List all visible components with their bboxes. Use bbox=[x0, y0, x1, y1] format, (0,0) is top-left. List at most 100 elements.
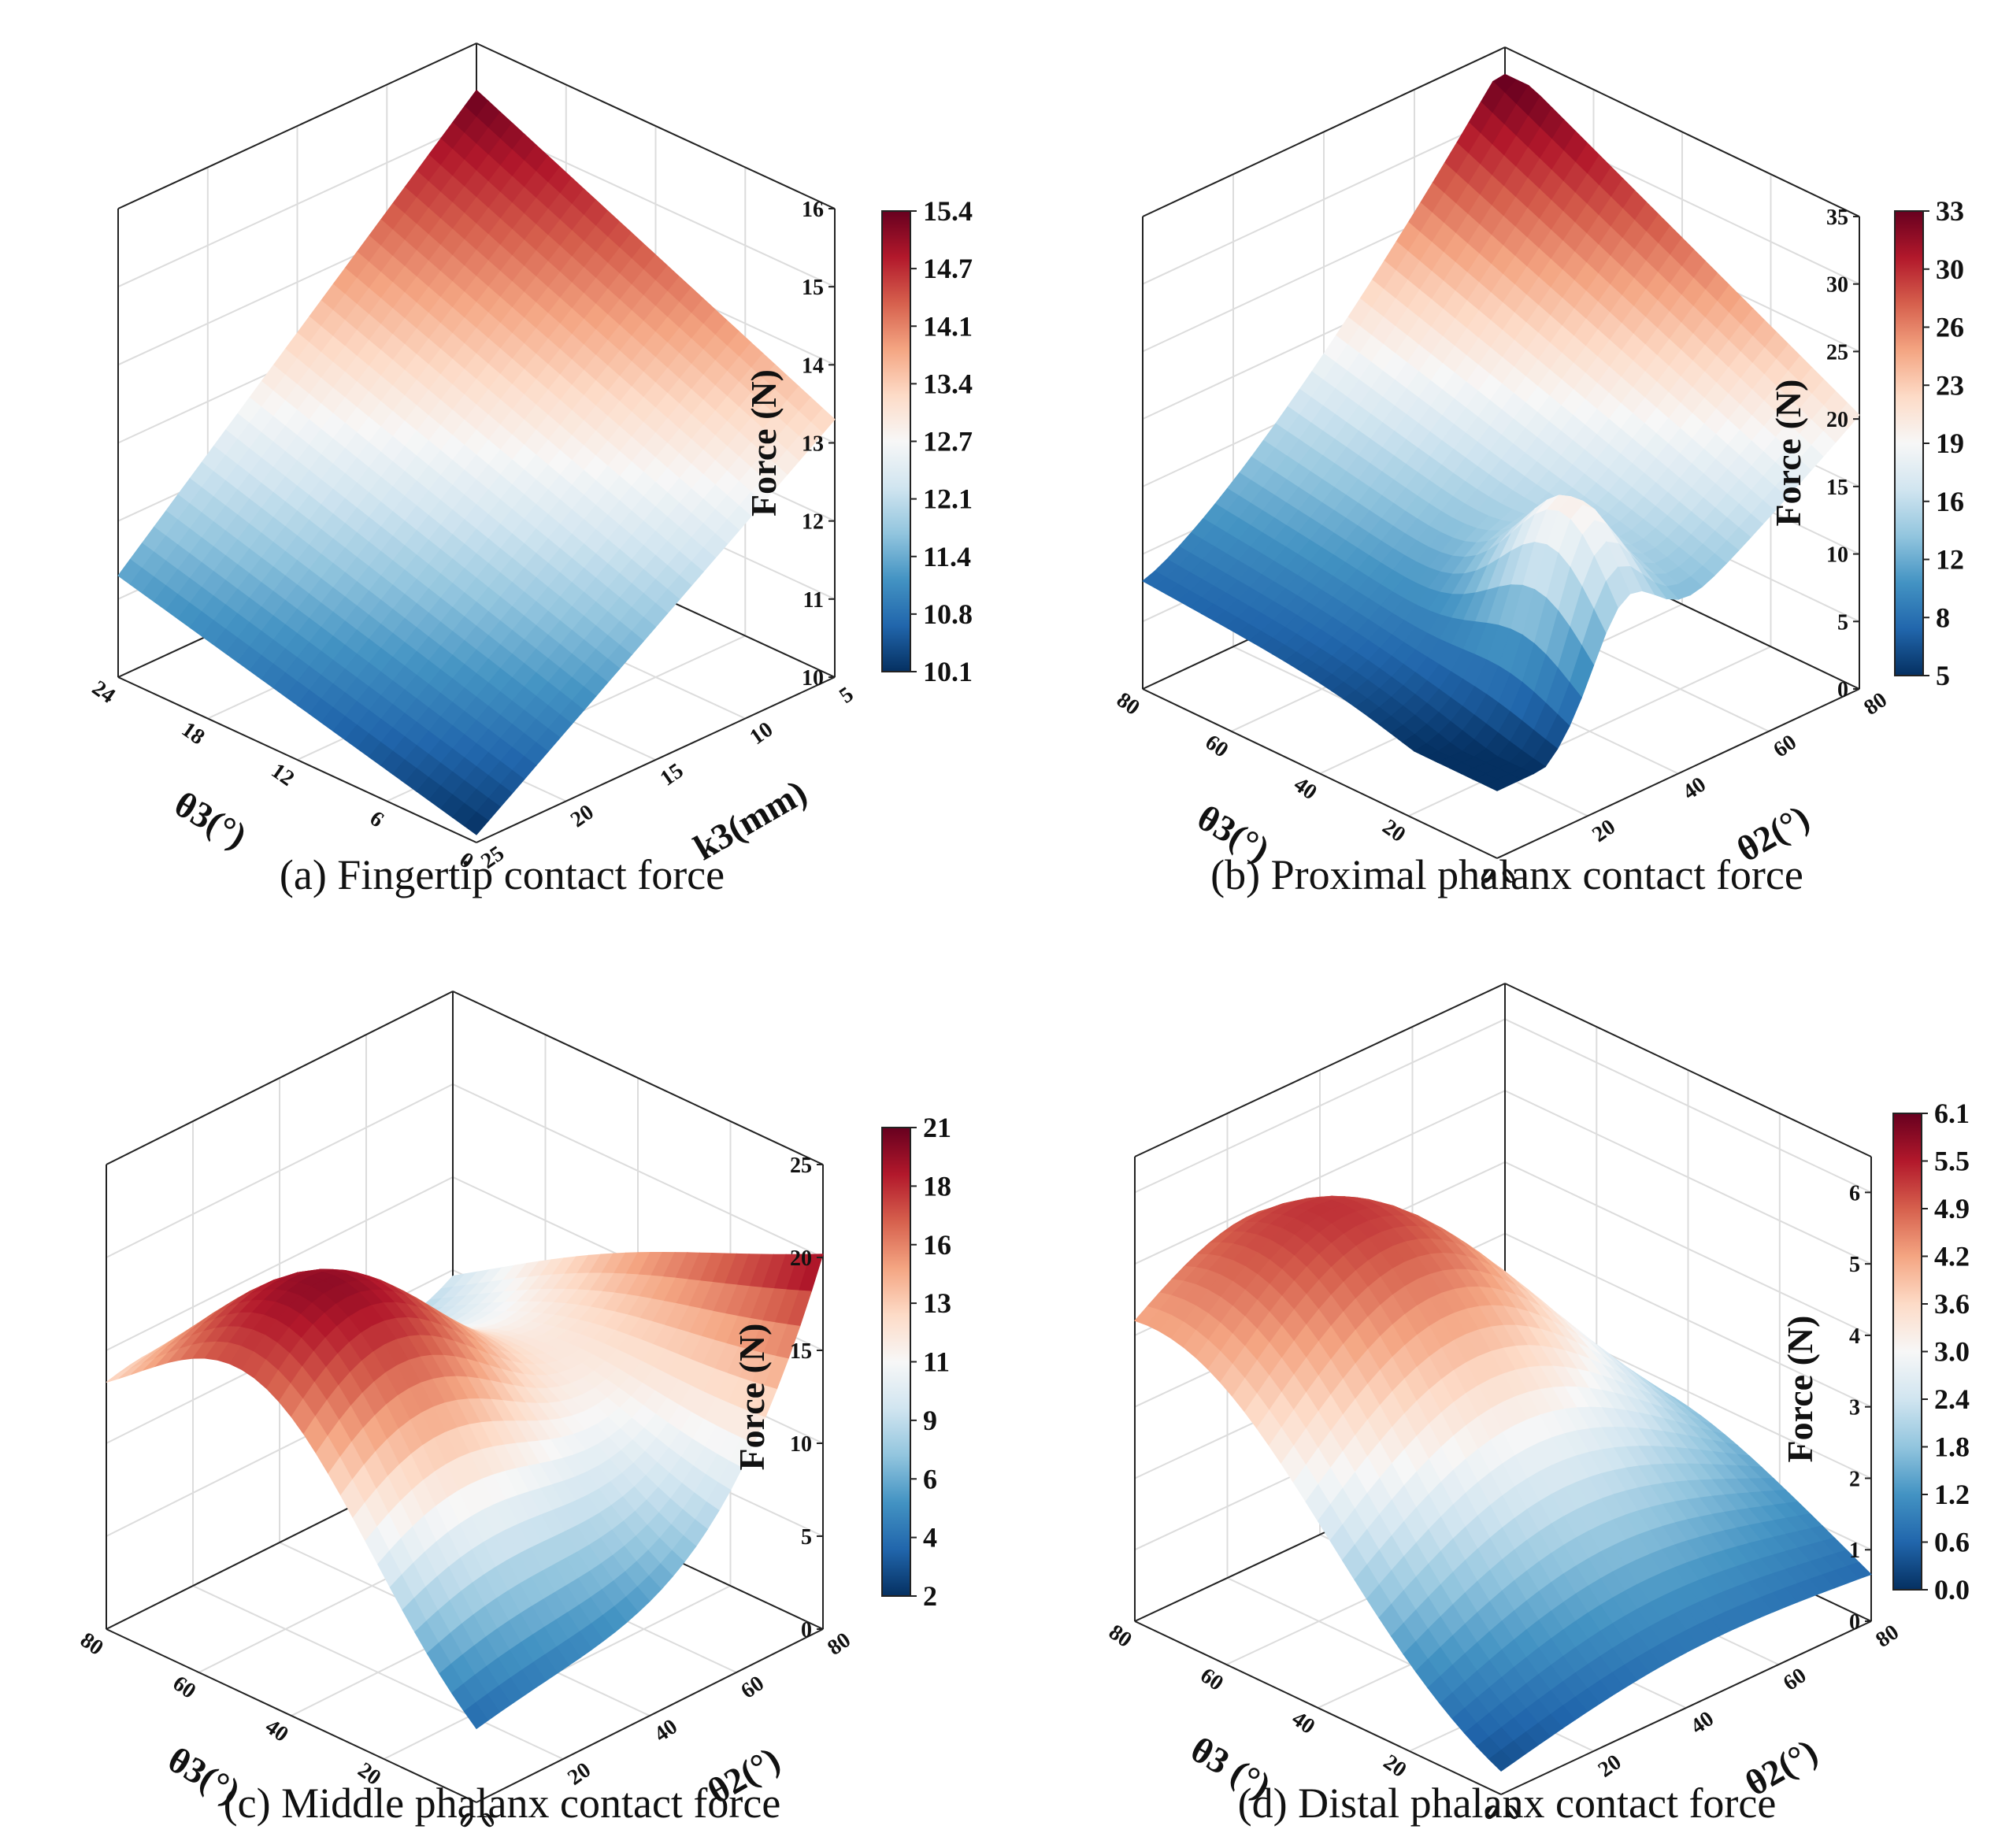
z-tick-label: 35 bbox=[1826, 206, 1848, 230]
colorbar-tick-label: 16 bbox=[1936, 486, 1964, 517]
colorbar-tick-label: 30 bbox=[1936, 254, 1964, 285]
colorbar-tick-label: 0.6 bbox=[1934, 1527, 1970, 1558]
colorbar-tick-label: 10.1 bbox=[923, 656, 973, 687]
x-tick-label: 6 bbox=[365, 806, 388, 832]
surface-patch bbox=[1488, 1750, 1514, 1772]
colorbar-gradient bbox=[881, 1127, 911, 1597]
y-tick-label: 80 bbox=[823, 1628, 855, 1660]
x-tick-label: 18 bbox=[177, 717, 209, 750]
z-tick-label: 1 bbox=[1849, 1539, 1860, 1563]
axis-edge bbox=[1504, 46, 1860, 217]
colorbar-tick-label: 3.6 bbox=[1934, 1288, 1970, 1320]
caption-b: (b) Proximal phalanx contact force bbox=[1210, 851, 1803, 898]
z-tick-label: 5 bbox=[1837, 610, 1848, 635]
colorbar-gradient bbox=[881, 210, 911, 672]
colorbar-tick-label: 5.5 bbox=[1934, 1146, 1970, 1177]
z-tick-label: 3 bbox=[1849, 1396, 1860, 1420]
colorbar-tick-label: 6 bbox=[923, 1463, 937, 1494]
y-tick-label: 20 bbox=[1588, 815, 1620, 847]
colorbar-tick-label: 1.2 bbox=[1934, 1479, 1970, 1510]
z-tick-label: 14 bbox=[802, 354, 824, 378]
y-tick-label: 5 bbox=[835, 682, 858, 708]
axis-edge bbox=[1142, 46, 1506, 217]
axis-edge bbox=[476, 1628, 824, 1803]
colorbar-tick-label: 23 bbox=[1936, 369, 1964, 401]
caption-d: (d) Distal phalanx contact force bbox=[1237, 1779, 1777, 1827]
y-tick-label: 20 bbox=[1594, 1750, 1626, 1782]
axis-edge bbox=[106, 1628, 477, 1803]
colorbar-tick-label: 4.9 bbox=[1934, 1193, 1970, 1224]
colorbar-tick-label: 13.4 bbox=[923, 368, 973, 399]
colorbar-tick-label: 16 bbox=[923, 1229, 951, 1261]
z-tick-label: 6 bbox=[1849, 1181, 1860, 1205]
z-tick-label: 10 bbox=[802, 666, 824, 691]
x-tick-label: 80 bbox=[1112, 687, 1144, 720]
z-tick-label: 25 bbox=[790, 1154, 812, 1178]
colorbar-tick-label: 15.4 bbox=[923, 195, 973, 227]
z-tick-label: 13 bbox=[802, 432, 824, 457]
z-tick-label: 15 bbox=[790, 1339, 812, 1364]
z-axis-label: Force (N) bbox=[1780, 1316, 1820, 1463]
colorbar-gradient bbox=[1892, 1113, 1922, 1591]
colorbar-tick-label: 10.8 bbox=[923, 598, 973, 630]
axis-edge bbox=[1134, 983, 1506, 1157]
x-tick-label: 40 bbox=[261, 1714, 293, 1746]
colorbar-tick-label: 14.1 bbox=[923, 310, 973, 342]
x-tick-label: 40 bbox=[1288, 1706, 1320, 1739]
x-tick-label: 60 bbox=[1201, 730, 1233, 762]
z-tick-label: 5 bbox=[1849, 1253, 1860, 1277]
colorbar-tick-label: 5 bbox=[1936, 660, 1950, 691]
colorbar-tick-label: 21 bbox=[923, 1112, 951, 1143]
axis-edge bbox=[106, 991, 454, 1165]
axis-edge bbox=[117, 43, 477, 209]
y-tick-label: 15 bbox=[656, 758, 688, 791]
panel-proximal: 0 5 10 15 20 25 30 35 0 20 40 60 80 0 20 40 60 80 Force (N… bbox=[1005, 0, 2009, 924]
z-tick-label: 0 bbox=[1849, 1610, 1860, 1635]
z-tick-label: 15 bbox=[802, 276, 824, 300]
z-tick-label: 0 bbox=[1837, 678, 1848, 702]
panel-distal: 0 1 2 3 4 5 6 0 20 40 60 80 0 20 40 60 80 Force (N) θ3 (°)… bbox=[1005, 924, 2009, 1848]
colorbar-tick-label: 4.2 bbox=[1934, 1241, 1970, 1272]
colorbar-tick-label: 12 bbox=[1936, 544, 1964, 576]
colorbar-tick-label: 3.0 bbox=[1934, 1336, 1970, 1368]
z-axis-label: Force (N) bbox=[743, 369, 784, 517]
colorbar-tick-label: 33 bbox=[1936, 195, 1964, 227]
x-tick-label: 24 bbox=[87, 676, 120, 708]
axis-edge bbox=[1142, 688, 1498, 859]
z-tick-label: 0 bbox=[801, 1618, 812, 1642]
surface-patch bbox=[1484, 779, 1510, 791]
z-tick-label: 20 bbox=[1826, 408, 1848, 432]
y-tick-label: 60 bbox=[736, 1671, 769, 1703]
colorbar-d: 0.0 0.6 1.2 1.8 2.4 3.0 3.6 4.2 4.9 5.5 6.1 bbox=[1892, 1098, 1970, 1605]
y-tick-label: 10 bbox=[745, 717, 777, 750]
colorbar-c: 2 4 6 9 11 13 16 18 21 bbox=[881, 1112, 951, 1612]
x-tick-label: 60 bbox=[1195, 1663, 1228, 1695]
y-tick-label: 40 bbox=[1678, 772, 1711, 805]
surface-patch bbox=[464, 811, 489, 835]
z-tick-label: 12 bbox=[802, 510, 824, 535]
axis-edge bbox=[117, 676, 477, 843]
grid-line bbox=[106, 990, 824, 1165]
y-tick-label: 40 bbox=[1686, 1706, 1718, 1739]
colorbar-tick-label: 2 bbox=[923, 1580, 937, 1612]
colorbar-tick-label: 1.8 bbox=[1934, 1431, 1970, 1463]
z-tick-label: 4 bbox=[1849, 1324, 1860, 1349]
x-axis-label: θ3(°) bbox=[168, 783, 254, 856]
surface-patch bbox=[463, 1702, 489, 1730]
y-tick-label: 80 bbox=[1871, 1620, 1903, 1652]
x-tick-label: 12 bbox=[267, 758, 299, 791]
z-tick-label: 10 bbox=[1826, 543, 1848, 568]
colorbar-tick-label: 9 bbox=[923, 1405, 937, 1436]
colorbar-tick-label: 19 bbox=[1936, 428, 1964, 459]
z-tick-label: 16 bbox=[802, 198, 824, 222]
z-tick-label: 30 bbox=[1826, 273, 1848, 298]
colorbar-gradient bbox=[1894, 210, 1924, 676]
x-tick-label: 20 bbox=[1378, 815, 1410, 847]
axis-edge bbox=[1496, 688, 1860, 859]
colorbar-tick-label: 13 bbox=[923, 1287, 951, 1319]
surface-a bbox=[117, 89, 836, 835]
